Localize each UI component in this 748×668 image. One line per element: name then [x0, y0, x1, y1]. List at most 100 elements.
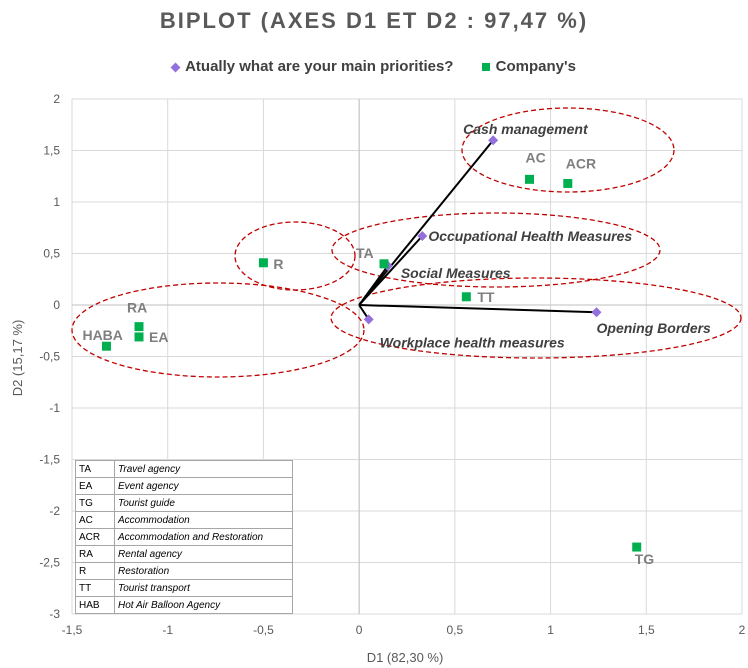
y-tick-label: -1,5 [39, 453, 60, 467]
y-tick-label: -2,5 [39, 556, 60, 570]
y-tick-label: -1 [49, 401, 60, 415]
variable-label: Opening Borders [597, 320, 712, 336]
y-tick-label: 0 [53, 298, 60, 312]
abbreviation-description: Hot Air Balloon Agency [114, 596, 293, 614]
cluster-ellipse [461, 107, 675, 193]
abbreviation-code: R [75, 562, 115, 580]
square-marker [525, 174, 535, 184]
square-marker-icon [481, 63, 490, 72]
vector-line [358, 235, 424, 306]
diamond-marker-icon [170, 62, 181, 72]
abbreviation-row: TG Tourist guide [75, 494, 293, 512]
abbreviation-description: Event agency [114, 477, 293, 495]
abbreviation-row: EA Event agency [75, 477, 293, 495]
diamond-marker [417, 230, 428, 241]
abbreviation-code: ACR [75, 528, 115, 546]
observation-label: ACR [566, 155, 596, 171]
y-tick-label: -0,5 [39, 350, 60, 364]
abbreviation-code: HAB [75, 596, 115, 614]
chart-title: BIPLOT (AXES D1 ET D2 : 97,47 %) [159, 8, 589, 33]
abbreviation-code: RA [75, 545, 115, 563]
grid-lines [71, 98, 743, 615]
observation-label: TA [356, 245, 374, 261]
abbreviation-code: TG [75, 494, 115, 512]
abbreviation-description: Restoration [114, 562, 293, 580]
diamond-marker [591, 307, 602, 318]
vector-line [358, 139, 494, 306]
cluster-ellipse [71, 282, 365, 378]
abbreviation-code: TA [75, 460, 115, 478]
diamond-marker [488, 135, 499, 146]
square-marker [632, 542, 642, 552]
legend-item-priorities: Atually what are your main priorities? [170, 58, 454, 75]
x-tick-label: -0,5 [253, 623, 274, 637]
observation-label: EA [149, 329, 168, 345]
legend-label-companies: Company's [495, 58, 576, 75]
abbreviation-description: Travel agency [114, 460, 293, 478]
abbreviation-table: TA Travel agency EA Event agency TG Tourist g… [75, 460, 293, 614]
abbreviation-row: TT Tourist transport [75, 579, 293, 597]
legend-item-companies: Company's [481, 58, 576, 75]
variable-label: Workplace health measures [380, 334, 565, 350]
cluster-ellipse [234, 221, 356, 291]
cluster-ellipses [71, 107, 742, 378]
x-tick-label: 1 [547, 623, 554, 637]
observation-label: TT [477, 289, 495, 305]
y-tick-label: 2 [53, 92, 60, 106]
variable-vectors [358, 139, 597, 320]
variable-label: Cash management [463, 121, 589, 137]
abbreviation-row: HAB Hot Air Balloon Agency [75, 596, 293, 614]
legend-label-priorities: Atually what are your main priorities? [185, 58, 454, 75]
square-marker [134, 332, 144, 342]
abbreviation-description: Rental agency [114, 545, 293, 563]
square-marker [379, 259, 389, 269]
variable-label: Occupational Health Measures [428, 228, 632, 244]
x-tick-label: 1,5 [638, 623, 655, 637]
x-tick-label: -1,5 [62, 623, 83, 637]
observation-label: HABA [82, 327, 122, 343]
abbreviation-description: Accommodation and Restoration [114, 528, 293, 546]
cluster-ellipse [331, 212, 661, 288]
vector-line [359, 304, 597, 314]
abbreviation-row: RA Rental agency [75, 545, 293, 563]
abbreviation-code: AC [75, 511, 115, 529]
y-axis-title: D2 (15,17 %) [10, 320, 25, 397]
x-tick-label: 2 [739, 623, 746, 637]
abbreviation-description: Tourist transport [114, 579, 293, 597]
square-marker [101, 341, 111, 351]
x-tick-label: 0,5 [447, 623, 464, 637]
y-tick-label: 0,5 [43, 247, 60, 261]
abbreviation-code: EA [75, 477, 115, 495]
observation-label: RA [127, 300, 147, 316]
y-tick-label: 1,5 [43, 144, 60, 158]
chart-legend: Atually what are your main priorities? C… [0, 58, 748, 75]
variable-label: Social Measures [401, 265, 511, 281]
axis-ticks: -1,5 -1 -0,5 0 0,5 1 1,5 2 2 1,5 1 0,5 0 -0,5 -1 -1,5 -2… [39, 92, 745, 637]
y-tick-label: 1 [53, 195, 60, 209]
cluster-ellipse [330, 277, 742, 359]
abbreviation-row: R Restoration [75, 562, 293, 580]
observation-label: TG [635, 551, 655, 567]
x-axis-title: D1 (82,30 %) [367, 650, 444, 665]
abbreviation-row: ACR Accommodation and Restoration [75, 528, 293, 546]
y-tick-label: -2 [49, 504, 60, 518]
abbreviation-description: Accommodation [114, 511, 293, 529]
y-tick-label: -3 [49, 607, 60, 621]
x-tick-label: -1 [162, 623, 173, 637]
data-labels: Cash management Occupational Health Measu… [82, 121, 711, 567]
abbreviation-code: TT [75, 579, 115, 597]
vector-line [358, 265, 389, 306]
diamond-marker [363, 314, 374, 325]
abbreviation-row: AC Accommodation [75, 511, 293, 529]
square-marker [258, 258, 268, 268]
observation-label: AC [526, 149, 546, 165]
data-markers [101, 135, 642, 552]
square-marker [134, 322, 144, 332]
x-tick-label: 0 [356, 623, 363, 637]
abbreviation-row: TA Travel agency [75, 460, 293, 478]
square-marker [563, 178, 573, 188]
abbreviation-description: Tourist guide [114, 494, 293, 512]
observation-label: R [273, 256, 283, 272]
square-marker [461, 292, 471, 302]
